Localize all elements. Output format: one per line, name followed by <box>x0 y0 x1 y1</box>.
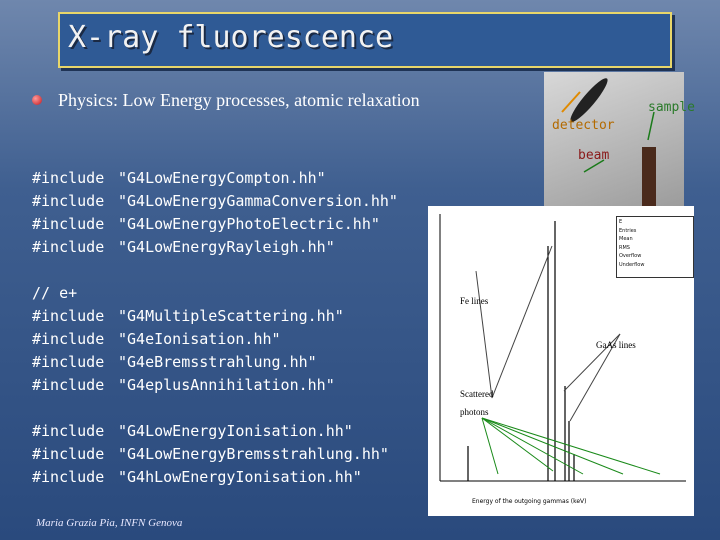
code-block-2: // e+ #include "G4MultipleScattering.hh" #i… <box>32 259 344 420</box>
x-axis-label: Energy of the outgoing gammas (keV) <box>472 498 587 505</box>
code-line: // e+ <box>32 284 78 302</box>
arrow-scattered <box>481 417 624 475</box>
footer-author: Maria Grazia Pia, INFN Genova <box>36 517 183 529</box>
detector-label: detector <box>552 118 615 133</box>
photons-label: photons <box>460 407 489 417</box>
title-box: X-ray fluorescence <box>58 12 672 68</box>
arrow-scattered <box>481 417 554 472</box>
stats-box: E Entries Mean RMS Overflow Underflow <box>616 216 694 278</box>
detector-shape <box>570 78 608 122</box>
code-line: #include "G4LowEnergyRayleigh.hh" <box>32 238 335 256</box>
sample-shape <box>642 147 656 212</box>
stats-row: Entries <box>619 227 637 234</box>
code-line: #include "G4eplusAnnihilation.hh" <box>32 376 335 394</box>
code-line: #include "G4LowEnergyIonisation.hh" <box>32 422 353 440</box>
arrow-scattered <box>481 417 661 475</box>
arrow-scattered <box>481 417 499 475</box>
setup-drawing <box>561 78 656 212</box>
bullet-icon <box>32 95 42 105</box>
gaas-lines-label: GaAs lines <box>596 340 636 350</box>
code-line: #include "G4eBremsstrahlung.hh" <box>32 353 317 371</box>
code-line: #include "G4LowEnergyCompton.hh" <box>32 169 326 187</box>
slide-subtitle: Physics: Low Energy processes, atomic re… <box>58 90 420 110</box>
beam-arrow <box>583 159 605 173</box>
arrow-gaas <box>563 333 621 392</box>
arrow-gaas <box>569 333 621 422</box>
arrow-fe <box>475 270 493 399</box>
stats-row: Underflow <box>619 261 645 268</box>
fe-lines-label: Fe lines <box>460 296 489 306</box>
stats-row: E <box>619 219 623 225</box>
slide-title: X-ray fluorescence <box>68 20 394 55</box>
beam-label: beam <box>578 148 610 163</box>
code-line: #include "G4LowEnergyPhotoElectric.hh" <box>32 215 380 233</box>
code-line: #include "G4LowEnergyBremsstrahlung.hh" <box>32 445 389 463</box>
code-block-3: #include "G4LowEnergyIonisation.hh" #inclu… <box>32 397 389 512</box>
arrow-fe <box>491 245 553 399</box>
scattered-label: Scattered <box>460 389 494 399</box>
arrow-scattered <box>481 417 584 475</box>
code-line: #include "G4hLowEnergyIonisation.hh" <box>32 468 362 486</box>
stats-row: RMS <box>619 244 630 251</box>
stats-row: Overflow <box>619 253 642 259</box>
sample-label: sample <box>648 100 695 115</box>
code-line: #include "G4eIonisation.hh" <box>32 330 281 348</box>
code-block-1: #include "G4LowEnergyCompton.hh" #include "… <box>32 144 398 282</box>
code-line: #include "G4MultipleScattering.hh" <box>32 307 344 325</box>
detector-arrow <box>561 91 581 113</box>
setup-figure: detector sample beam <box>544 72 695 212</box>
stats-row: Mean <box>619 236 633 242</box>
spectrum-plot: E Entries Mean RMS Overflow Underflow Fe… <box>428 206 694 516</box>
sample-arrow <box>647 111 655 141</box>
spectrum-svg <box>439 214 686 482</box>
code-line: #include "G4LowEnergyGammaConversion.hh" <box>32 192 398 210</box>
